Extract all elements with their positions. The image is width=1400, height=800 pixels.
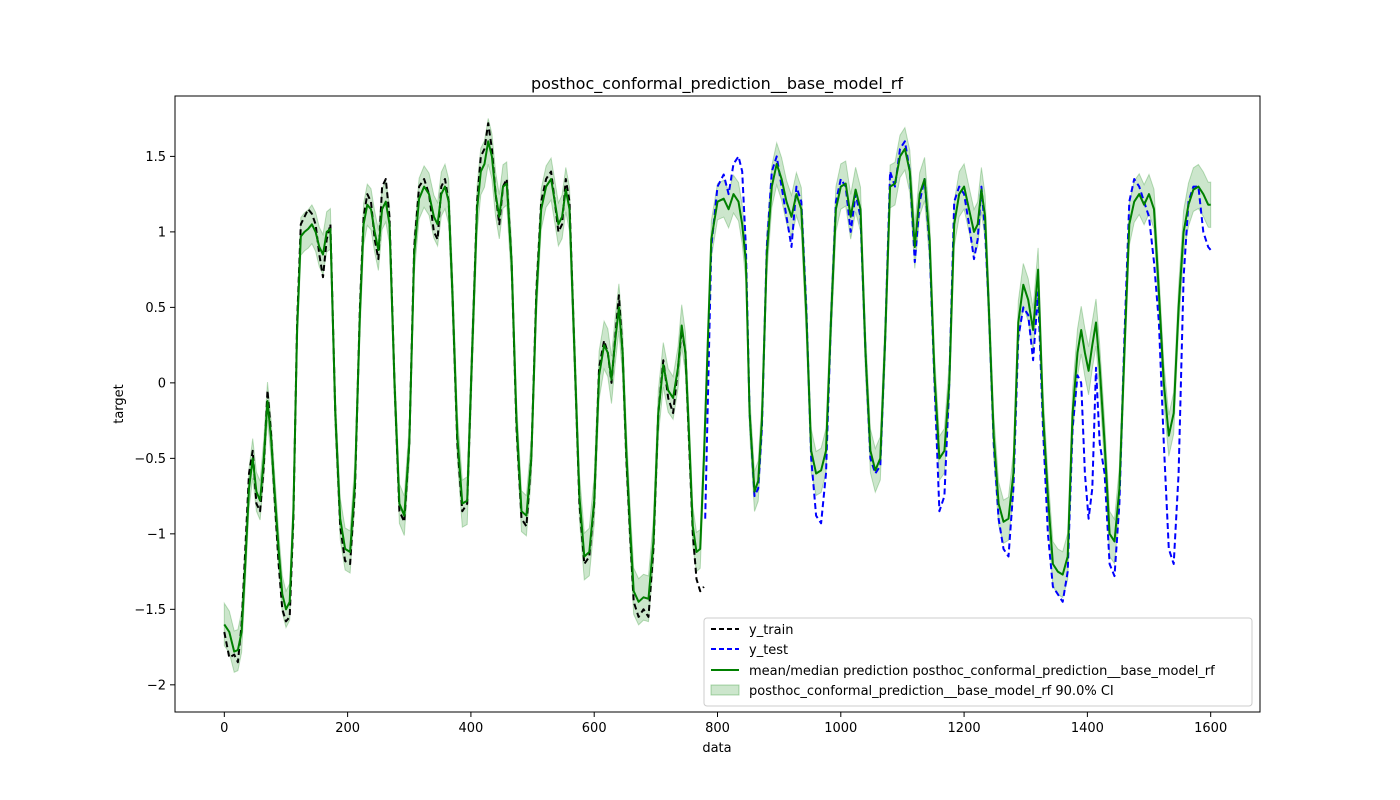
legend-label-ci: posthoc_conformal_prediction__base_model…: [749, 684, 1114, 699]
y-axis-label: target: [112, 384, 127, 424]
x-tick-label: 800: [705, 721, 730, 736]
y-tick-label: −0.5: [134, 452, 166, 467]
series-line-prediction: [223, 140, 1211, 653]
x-axis-ticks: 0 200 400 600 800 1000 1200 1400 1600: [220, 712, 1227, 736]
x-tick-label: 0: [220, 721, 228, 736]
x-tick-label: 1600: [1194, 721, 1227, 736]
legend-swatch-ci: [710, 684, 740, 696]
x-tick-label: 600: [582, 721, 607, 736]
y-tick-label: −2: [147, 678, 166, 693]
x-tick-label: 200: [335, 721, 360, 736]
ci-band: [223, 118, 1212, 674]
x-axis-label: data: [702, 741, 731, 756]
y-tick-label: −1: [147, 527, 166, 542]
x-tick-label: 1400: [1071, 721, 1104, 736]
y-tick-label: 0.5: [145, 301, 166, 316]
legend-frame: [703, 617, 1253, 707]
legend-label-prediction: mean/median prediction posthoc_conformal…: [749, 664, 1215, 679]
x-tick-label: 400: [458, 721, 483, 736]
chart-title: posthoc_conformal_prediction__base_model…: [531, 74, 903, 94]
x-tick-label: 1200: [948, 721, 981, 736]
y-tick-label: 1.5: [145, 150, 166, 165]
y-tick-label: −1.5: [134, 603, 166, 618]
y-axis-ticks: −2 −1.5 −1 −0.5 0 0.5 1 1.5: [134, 150, 175, 693]
legend-label-y-test: y_test: [749, 643, 788, 658]
legend: y_train y_test mean/median prediction po…: [703, 617, 1253, 707]
y-tick-label: 0: [158, 376, 166, 391]
x-tick-label: 1000: [824, 721, 857, 736]
plot-area: [223, 118, 1212, 674]
y-tick-label: 1: [158, 225, 166, 240]
legend-label-y-train: y_train: [749, 623, 793, 638]
